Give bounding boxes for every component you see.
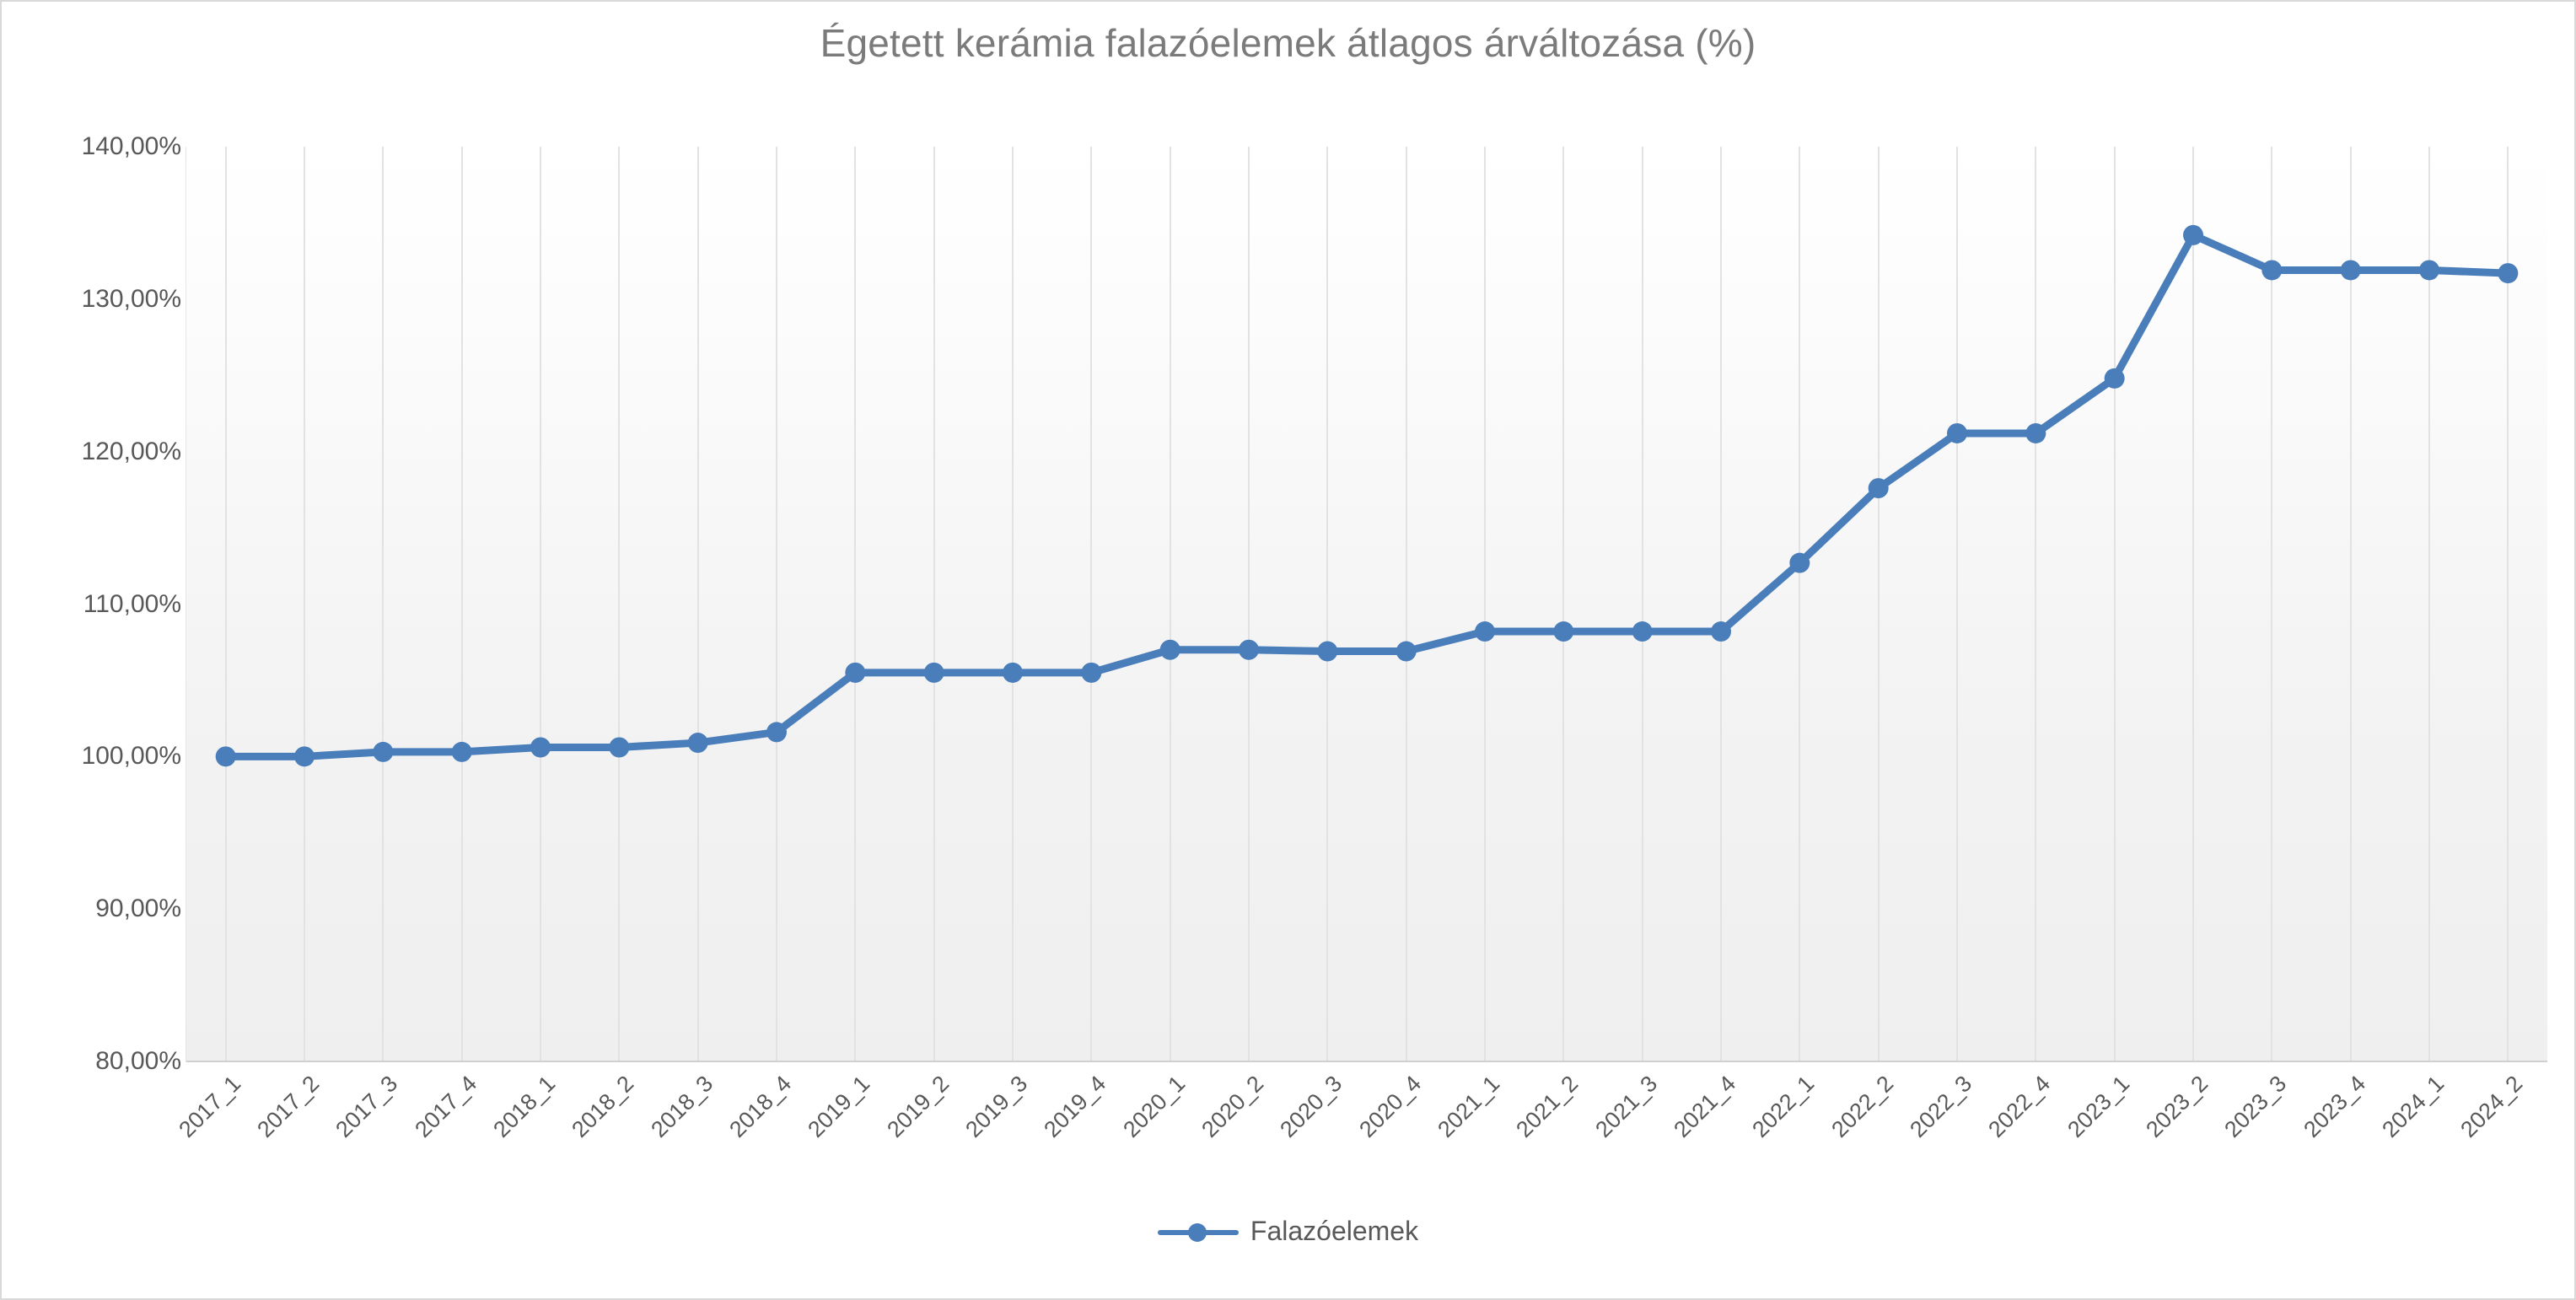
gridline-vertical bbox=[1720, 147, 1722, 1061]
gridline-vertical bbox=[1090, 147, 1093, 1061]
gridline-vertical bbox=[2271, 147, 2273, 1061]
gridline-vertical bbox=[1956, 147, 1958, 1061]
gridline-vertical bbox=[1326, 147, 1329, 1061]
gridline-vertical bbox=[1799, 147, 1801, 1061]
gridline-vertical bbox=[1012, 147, 1014, 1061]
chart-title: Égetett kerámia falazóelemek átlagos árv… bbox=[820, 21, 1756, 65]
legend-entry-label: Falazóelemek bbox=[1250, 1216, 1419, 1246]
gridline-vertical bbox=[1641, 147, 1643, 1061]
gridline-vertical bbox=[224, 147, 227, 1061]
gridline-vertical bbox=[933, 147, 935, 1061]
gridline-vertical bbox=[618, 147, 621, 1061]
y-axis-tick-label: 130,00% bbox=[81, 284, 181, 313]
y-axis-tick-label: 140,00% bbox=[81, 132, 181, 160]
gridline-vertical bbox=[1877, 147, 1880, 1061]
x-axis-line bbox=[186, 1061, 2547, 1062]
plot-area bbox=[186, 147, 2547, 1061]
y-axis-tick-label: 100,00% bbox=[81, 742, 181, 771]
gridline-vertical bbox=[2428, 147, 2430, 1061]
y-axis-tick-label: 120,00% bbox=[81, 437, 181, 465]
gridline-vertical bbox=[382, 147, 385, 1061]
y-axis-tick-label: 110,00% bbox=[83, 589, 181, 618]
gridline-vertical bbox=[2192, 147, 2194, 1061]
y-axis-tick-label: 90,00% bbox=[95, 894, 181, 923]
gridline-vertical bbox=[776, 147, 777, 1061]
gridline-vertical bbox=[2507, 147, 2509, 1061]
gridline-vertical bbox=[1562, 147, 1565, 1061]
gridline-vertical bbox=[1405, 147, 1407, 1061]
gridline-vertical bbox=[2113, 147, 2116, 1061]
gridline-vertical bbox=[854, 147, 857, 1061]
chart-legend: Falazóelemek bbox=[2, 1216, 2574, 1247]
y-axis-tick-label: 80,00% bbox=[95, 1047, 181, 1075]
gridline-vertical bbox=[304, 147, 305, 1061]
legend-dot-swatch bbox=[1187, 1222, 1207, 1242]
gridline-vertical bbox=[2035, 147, 2037, 1061]
gridline-vertical bbox=[540, 147, 541, 1061]
gridline-vertical bbox=[1248, 147, 1250, 1061]
gridline-vertical bbox=[1484, 147, 1486, 1061]
gridline-vertical bbox=[2349, 147, 2352, 1061]
gridline-vertical bbox=[460, 147, 463, 1061]
legend-marker bbox=[1157, 1222, 1239, 1242]
gridline-vertical bbox=[1169, 147, 1171, 1061]
gridline-vertical bbox=[696, 147, 699, 1061]
